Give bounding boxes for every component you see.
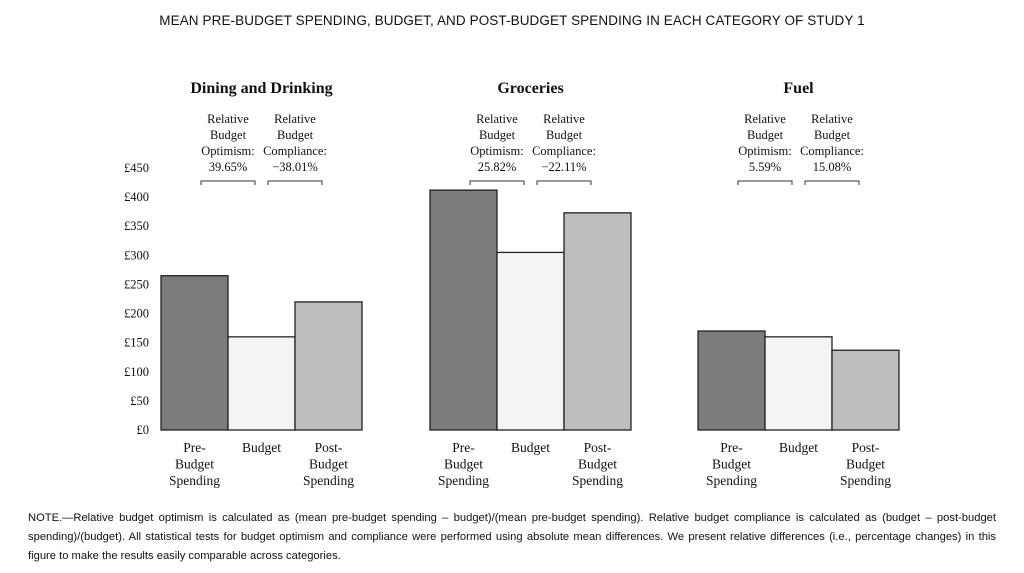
x-label-pre-budget-spending: Pre- (452, 440, 475, 455)
annotation-compliance-groceries: −22.11% (541, 160, 586, 174)
bar-fuel-post-budget-spending (831, 349, 900, 431)
x-label-post-budget-spending: Post- (315, 440, 343, 455)
bar-groceries-pre-budget-spending (429, 189, 498, 431)
figure-title: MEAN PRE-BUDGET SPENDING, BUDGET, AND PO… (159, 13, 865, 28)
bar-dining-and-drinking-pre-budget-spending (160, 275, 229, 431)
x-label-budget: Budget (779, 440, 818, 455)
annotation-optimism-groceries: Relative (476, 112, 518, 126)
x-label-pre-budget-spending: Pre- (183, 440, 206, 455)
bracket-compliance-dining-and-drinking (267, 180, 323, 185)
x-label-post-budget-spending: Budget (309, 457, 348, 472)
annotation-compliance-fuel: Budget (814, 128, 851, 142)
x-label-post-budget-spending: Spending (572, 473, 623, 488)
panel-title-groceries: Groceries (497, 80, 563, 97)
annotation-optimism-fuel: Optimism: (738, 144, 791, 158)
bar-dining-and-drinking-budget (227, 336, 296, 431)
annotation-compliance-groceries: Compliance: (532, 144, 596, 158)
annotation-compliance-fuel: 15.08% (813, 160, 852, 174)
x-label-budget: Budget (242, 440, 281, 455)
annotation-optimism-dining-and-drinking: 39.65% (209, 160, 248, 174)
annotation-optimism-groceries: Optimism: (470, 144, 523, 158)
y-tick-label: £150 (124, 336, 149, 350)
annotation-optimism-fuel: 5.59% (749, 160, 781, 174)
x-label-pre-budget-spending: Budget (712, 457, 751, 472)
x-label-pre-budget-spending: Budget (444, 457, 483, 472)
x-label-pre-budget-spending: Spending (706, 473, 757, 488)
x-label-post-budget-spending: Post- (584, 440, 612, 455)
y-tick-label: £400 (124, 190, 149, 204)
y-tick-label: £100 (124, 365, 149, 379)
y-tick-label: £50 (130, 394, 149, 408)
y-tick-label: £350 (124, 219, 149, 233)
annotation-compliance-groceries: Budget (546, 128, 583, 142)
x-label-pre-budget-spending: Spending (438, 473, 489, 488)
annotation-compliance-fuel: Compliance: (800, 144, 864, 158)
bar-chart: £0 £50 £100 £150 £200 £250 £300 £350 £400 £450 Din… (124, 80, 900, 488)
x-label-budget: Budget (511, 440, 550, 455)
annotation-compliance-dining-and-drinking: Budget (277, 128, 314, 142)
annotation-optimism-dining-and-drinking: Budget (210, 128, 247, 142)
x-label-post-budget-spending: Post- (852, 440, 880, 455)
bracket-optimism-fuel (737, 180, 793, 185)
bar-fuel-budget (764, 336, 833, 431)
bracket-optimism-groceries (469, 180, 525, 185)
annotation-compliance-dining-and-drinking: −38.01% (272, 160, 318, 174)
bracket-compliance-fuel (804, 180, 860, 185)
bracket-optimism-dining-and-drinking (200, 180, 256, 185)
bar-groceries-post-budget-spending (563, 212, 632, 431)
annotation-optimism-dining-and-drinking: Relative (207, 112, 249, 126)
annotation-optimism-fuel: Relative (744, 112, 786, 126)
bar-fuel-pre-budget-spending (697, 330, 766, 431)
annotation-optimism-fuel: Budget (747, 128, 784, 142)
x-label-post-budget-spending: Budget (578, 457, 617, 472)
annotation-compliance-dining-and-drinking: Relative (274, 112, 316, 126)
x-label-post-budget-spending: Spending (840, 473, 891, 488)
annotation-optimism-groceries: 25.82% (478, 160, 517, 174)
bar-groceries-budget (496, 251, 565, 431)
x-label-pre-budget-spending: Spending (169, 473, 220, 488)
annotation-compliance-fuel: Relative (811, 112, 853, 126)
y-tick-label: £0 (137, 423, 150, 437)
annotation-compliance-groceries: Relative (543, 112, 585, 126)
y-tick-label: £300 (124, 248, 149, 262)
annotation-optimism-dining-and-drinking: Optimism: (201, 144, 254, 158)
bracket-compliance-groceries (536, 180, 592, 185)
bar-dining-and-drinking-post-budget-spending (294, 301, 363, 431)
x-label-post-budget-spending: Budget (846, 457, 885, 472)
x-label-pre-budget-spending: Budget (175, 457, 214, 472)
panel-title-fuel: Fuel (783, 80, 814, 97)
y-tick-label: £250 (124, 277, 149, 291)
x-label-post-budget-spending: Spending (303, 473, 354, 488)
panel-title-dining-and-drinking: Dining and Drinking (190, 80, 332, 97)
annotation-compliance-dining-and-drinking: Compliance: (263, 144, 327, 158)
annotation-optimism-groceries: Budget (479, 128, 516, 142)
y-tick-label: £450 (124, 161, 149, 175)
x-label-pre-budget-spending: Pre- (720, 440, 743, 455)
figure-note: NOTE.—Relative budget optimism is calcul… (28, 512, 996, 562)
y-tick-label: £200 (124, 307, 149, 321)
